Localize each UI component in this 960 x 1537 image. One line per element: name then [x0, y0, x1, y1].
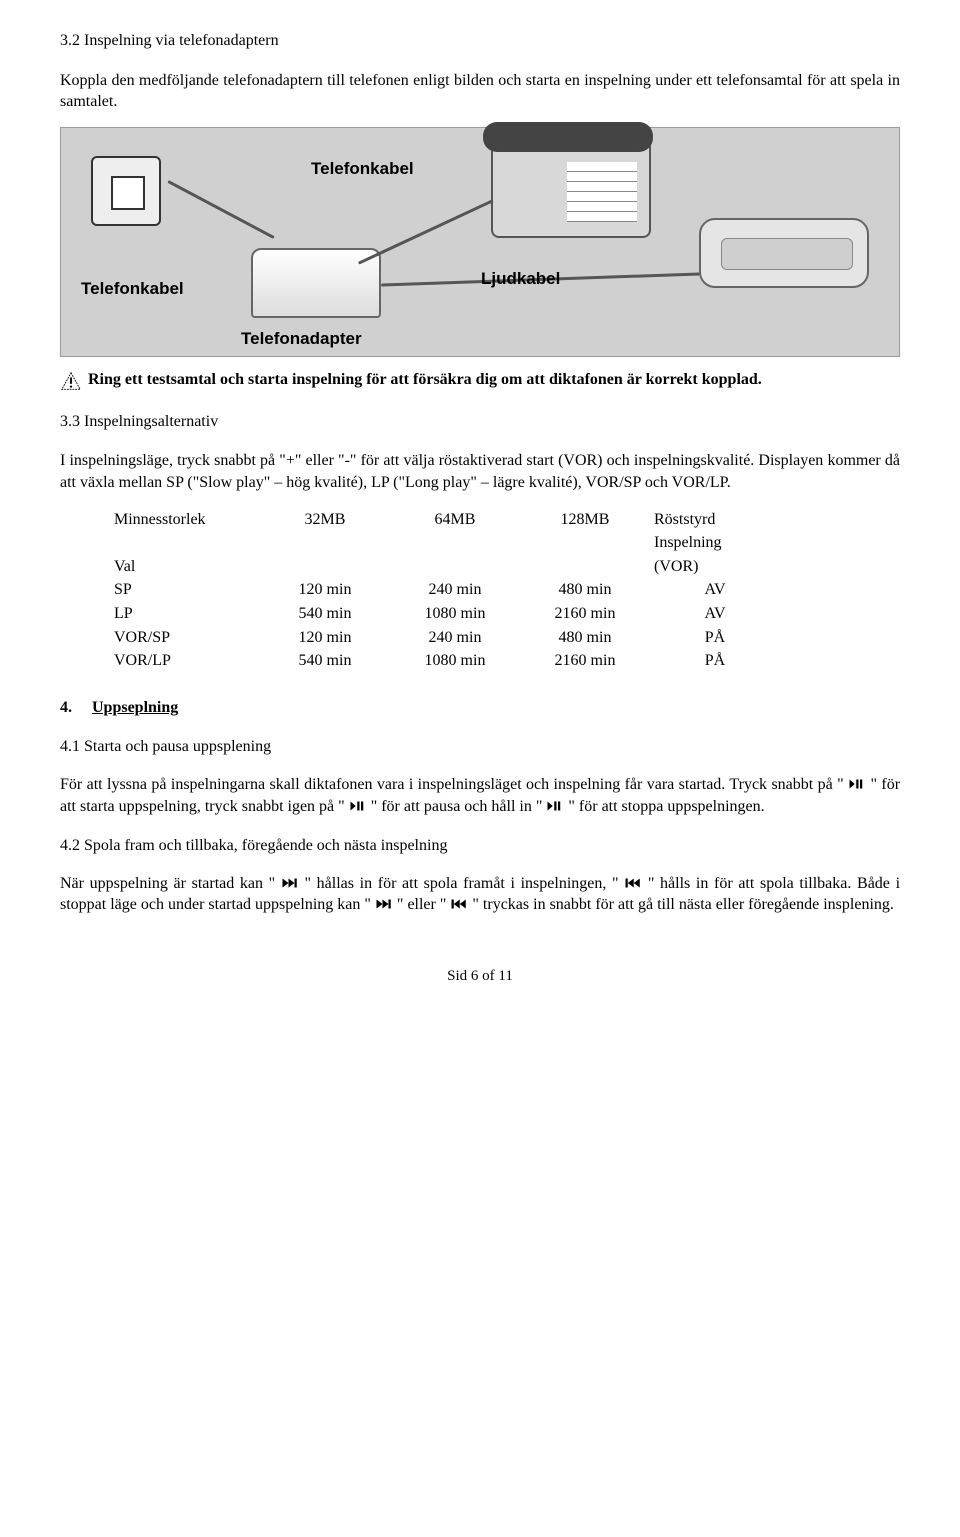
para-4-2-b: " hållas in för att spola framåt i inspe… [304, 875, 618, 892]
row-vorsp-vor: PÅ [650, 626, 780, 650]
th-128mb: 128MB [520, 508, 650, 532]
telefonadapter-shape [251, 248, 381, 318]
row-lp-32: 540 min [260, 602, 390, 626]
row-sp-vor: AV [650, 578, 780, 602]
row-sp-64: 240 min [390, 578, 520, 602]
label-telefonkabel-left: Telefonkabel [81, 278, 184, 301]
row-vorsp-32: 120 min [260, 626, 390, 650]
para-4-2-d: " eller " [397, 896, 446, 913]
heading-3-2: 3.2 Inspelning via telefonadaptern [60, 30, 900, 52]
row-vorlp-32: 540 min [260, 649, 390, 673]
row-vorlp-vor: PÅ [650, 649, 780, 673]
th-val: Val [110, 555, 260, 579]
fast-forward-icon [281, 876, 299, 890]
phone-shape [491, 138, 651, 238]
label-ljudkabel: Ljudkabel [481, 268, 560, 291]
para-4-1-c: " för att pausa och håll in " [371, 798, 543, 815]
th-64mb: 64MB [390, 508, 520, 532]
cable-adapter-phone [358, 194, 504, 264]
para-4-1-a: För att lyssna på inspelningarna skall d… [60, 776, 844, 793]
row-vorsp-128: 480 min [520, 626, 650, 650]
para-4-2-e: " tryckas in snabbt för att gå till näst… [472, 896, 894, 913]
heading-3-3: 3.3 Inspelningsalternativ [60, 411, 900, 433]
heading-4-1: 4.1 Starta och pausa uppsplening [60, 736, 900, 758]
th-vor: (VOR) [650, 555, 780, 579]
warning-note: Ring ett testsamtal och starta inspelnin… [60, 369, 900, 393]
heading-4-text: Uppseplning [92, 699, 178, 716]
wall-socket-shape [91, 156, 161, 226]
row-vorlp-128: 2160 min [520, 649, 650, 673]
warning-text: Ring ett testsamtal och starta inspelnin… [88, 369, 762, 391]
label-telefonadapter: Telefonadapter [241, 328, 362, 351]
row-sp-128: 480 min [520, 578, 650, 602]
para-4-2: När uppspelning är startad kan " " hålla… [60, 873, 900, 916]
rewind-icon [450, 897, 468, 911]
rewind-icon [624, 876, 642, 890]
para-3-3: I inspelningsläge, tryck snabbt på "+" e… [60, 450, 900, 493]
page-footer: Sid 6 of 11 [60, 966, 900, 986]
para-4-1-d: " för att stoppa uppspelningen. [568, 798, 764, 815]
row-vorlp-64: 1080 min [390, 649, 520, 673]
connection-diagram: Telefonkabel Telefonkabel Telefonadapter… [60, 127, 900, 357]
para-4-1: För att lyssna på inspelningarna skall d… [60, 774, 900, 817]
play-pause-icon [546, 799, 564, 813]
th-32mb: 32MB [260, 508, 390, 532]
row-vorsp-64: 240 min [390, 626, 520, 650]
row-lp-vor: AV [650, 602, 780, 626]
row-lp-label: LP [110, 602, 260, 626]
fast-forward-icon [375, 897, 393, 911]
th-inspelning: Inspelning [650, 531, 780, 555]
row-lp-64: 1080 min [390, 602, 520, 626]
heading-4-num: 4. [60, 697, 88, 719]
play-pause-icon [349, 799, 367, 813]
recorder-shape [699, 218, 869, 288]
cable-socket-adapter [167, 180, 274, 239]
para-3-2: Koppla den medföljande telefonadaptern t… [60, 70, 900, 113]
label-telefonkabel-top: Telefonkabel [311, 158, 414, 181]
th-minnesstorlek: Minnesstorlek [110, 508, 260, 532]
row-sp-label: SP [110, 578, 260, 602]
row-vorlp-label: VOR/LP [110, 649, 260, 673]
recording-options-table: Minnesstorlek 32MB 64MB 128MB Röststyrd … [110, 508, 900, 673]
heading-4-2: 4.2 Spola fram och tillbaka, föregående … [60, 835, 900, 857]
heading-4: 4. Uppseplning [60, 697, 900, 719]
th-roststyrd: Röststyrd [650, 508, 780, 532]
row-lp-128: 2160 min [520, 602, 650, 626]
para-4-2-a: När uppspelning är startad kan " [60, 875, 275, 892]
row-vorsp-label: VOR/SP [110, 626, 260, 650]
play-pause-icon [848, 777, 866, 791]
warning-icon [60, 371, 82, 393]
row-sp-32: 120 min [260, 578, 390, 602]
